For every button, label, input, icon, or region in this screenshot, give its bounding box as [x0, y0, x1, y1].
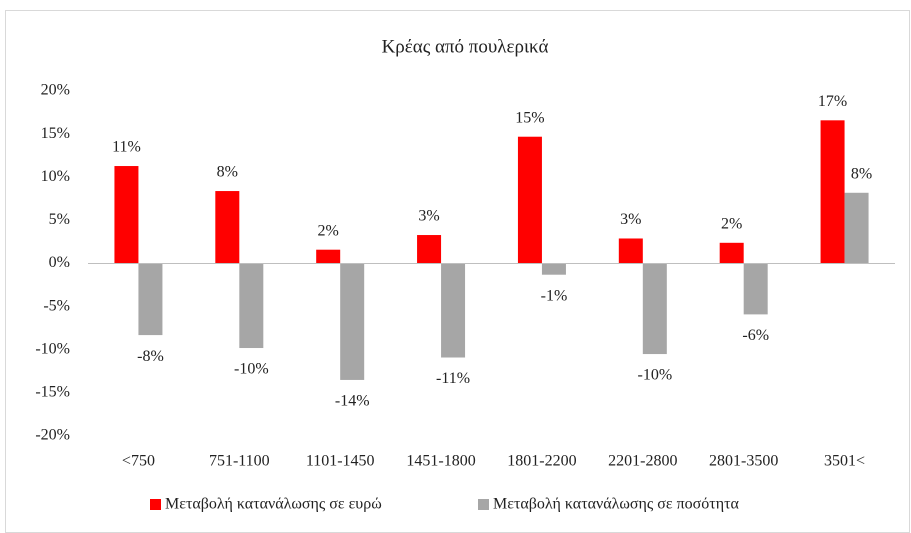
legend-label: Μεταβολή κατανάλωσης σε ποσότητα [493, 496, 740, 513]
bar [340, 263, 365, 380]
x-tick-label: 2201-2800 [608, 453, 677, 470]
legend-swatch [478, 499, 489, 510]
bar [138, 263, 163, 336]
legend-label: Μεταβολή κατανάλωσης σε ευρώ [165, 496, 382, 513]
bar [743, 263, 768, 315]
data-label: -8% [137, 348, 164, 365]
data-label: 15% [515, 109, 544, 126]
y-tick-label: -10% [35, 340, 70, 357]
y-tick-label: 0% [49, 254, 70, 271]
data-label: 17% [818, 93, 847, 110]
bar [618, 238, 643, 264]
bar [239, 263, 264, 349]
bar [642, 263, 667, 355]
data-label: 3% [418, 208, 439, 225]
data-label: -1% [541, 287, 568, 304]
y-tick-label: 5% [49, 211, 70, 228]
x-tick-label: 2801-3500 [709, 453, 778, 470]
y-tick-label: 10% [41, 168, 70, 185]
data-label: -11% [436, 370, 470, 387]
bar [719, 242, 744, 264]
x-tick-label: 1801-2200 [507, 453, 576, 470]
y-tick-label: 15% [41, 125, 70, 142]
bar [215, 191, 240, 264]
bar [844, 192, 869, 264]
y-tick-label: 20% [41, 82, 70, 99]
data-label: 8% [851, 165, 872, 182]
bar [541, 263, 566, 275]
bar [517, 136, 542, 264]
bar [441, 263, 466, 358]
data-label: 2% [318, 222, 339, 239]
data-label: -14% [335, 393, 370, 410]
data-label: -10% [637, 367, 672, 384]
bar [114, 166, 139, 264]
x-tick-label: 1101-1450 [306, 453, 375, 470]
x-tick-label: 3501< [824, 453, 865, 470]
x-tick-label: 751-1100 [209, 453, 270, 470]
x-tick-label: <750 [122, 453, 155, 470]
data-label: 2% [721, 215, 742, 232]
y-tick-label: -20% [35, 427, 70, 444]
bar [316, 249, 341, 264]
bar [417, 235, 442, 264]
data-label: 3% [620, 211, 641, 228]
data-label: 11% [112, 139, 141, 156]
x-tick-label: 1451-1800 [406, 453, 475, 470]
y-tick-label: -15% [35, 384, 70, 401]
chart-title: Κρέας από πουλερικά [382, 36, 549, 57]
data-label: -10% [234, 361, 269, 378]
y-tick-label: -5% [43, 297, 70, 314]
legend-swatch [150, 499, 161, 510]
data-label: 8% [217, 164, 238, 181]
bar [820, 120, 845, 264]
data-label: -6% [742, 327, 769, 344]
